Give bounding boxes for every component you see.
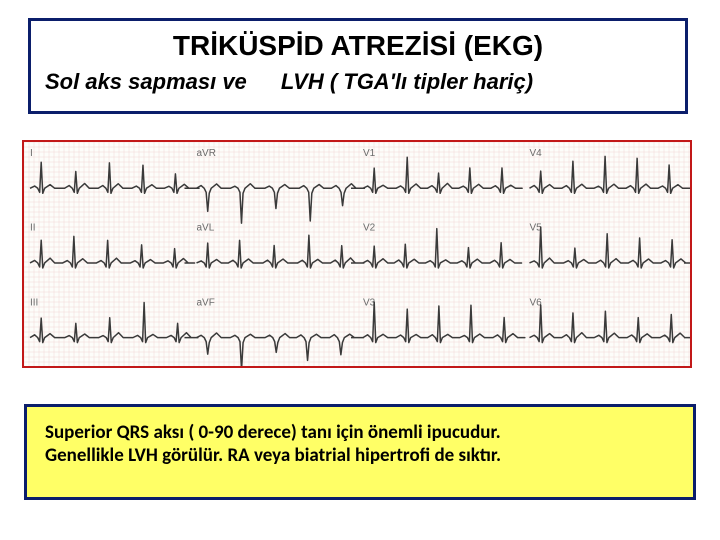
svg-text:aVF: aVF <box>197 297 215 308</box>
caption-line-1: Superior QRS aksı ( 0-90 derece) tanı iç… <box>45 421 675 444</box>
svg-text:I: I <box>30 148 33 159</box>
caption-box: Superior QRS aksı ( 0-90 derece) tanı iç… <box>24 404 696 500</box>
ecg-svg: IaVRV1V4IIaVLV2V5IIIaVFV3V6 <box>24 142 690 366</box>
caption-line-2: Genellikle LVH görülür. RA veya biatrial… <box>45 444 675 467</box>
svg-text:V4: V4 <box>530 148 543 159</box>
header-box: TRİKÜSPİD ATREZİSİ (EKG) Sol aks sapması… <box>28 18 688 114</box>
svg-text:V2: V2 <box>363 223 376 234</box>
subtitle-left: Sol aks sapması ve <box>45 69 247 94</box>
slide: TRİKÜSPİD ATREZİSİ (EKG) Sol aks sapması… <box>0 0 720 540</box>
subtitle-right: LVH ( TGA'lı tipler hariç) <box>281 69 533 94</box>
svg-text:II: II <box>30 223 36 234</box>
svg-text:III: III <box>30 297 38 308</box>
svg-text:V1: V1 <box>363 148 376 159</box>
svg-text:aVL: aVL <box>197 223 215 234</box>
ecg-panel: IaVRV1V4IIaVLV2V5IIIaVFV3V6 <box>22 140 692 368</box>
slide-title: TRİKÜSPİD ATREZİSİ (EKG) <box>45 29 671 63</box>
slide-subtitle: Sol aks sapması ve LVH ( TGA'lı tipler h… <box>45 69 671 95</box>
svg-text:aVR: aVR <box>197 148 216 159</box>
